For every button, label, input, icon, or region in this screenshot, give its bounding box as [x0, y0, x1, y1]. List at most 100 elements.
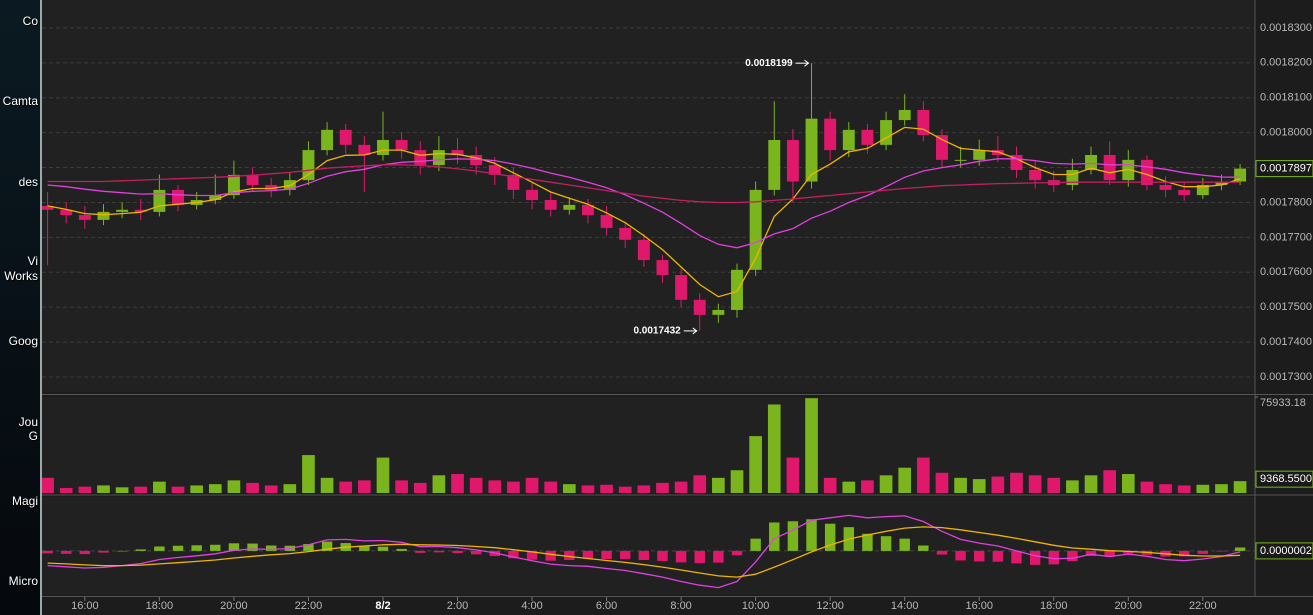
annotation-arrowhead — [692, 327, 698, 335]
macd-histogram-bar — [116, 550, 128, 552]
macd-histogram-bar — [526, 550, 538, 560]
candle-body — [656, 260, 669, 276]
volume-bar — [432, 475, 446, 493]
volume-bar — [376, 457, 390, 493]
macd-histogram-bar — [1123, 550, 1134, 554]
candle-body — [749, 189, 762, 270]
volume-bar — [451, 474, 464, 493]
macd-histogram-bar — [899, 538, 910, 551]
volume-bar — [283, 484, 297, 493]
macd-histogram-bar — [769, 522, 780, 551]
volume-bar — [693, 475, 707, 493]
desktop-icon-label[interactable]: Jou — [18, 415, 38, 429]
macd-histogram-bar — [657, 550, 668, 561]
candle-body — [507, 174, 520, 190]
x-tick-label: 12:00 — [816, 600, 844, 612]
macd-histogram-bar — [396, 548, 407, 551]
desktop-strip: Co Camta des Vi Works Goog Jou G Magi Mi… — [0, 0, 42, 615]
desktop-icon-label[interactable]: Goog — [8, 334, 38, 348]
candle-body — [526, 189, 539, 201]
moving-average-line — [47, 126, 1241, 298]
y-tick-label: 0.0018300 — [1260, 22, 1312, 34]
last-value-label: 0.0017897 — [1260, 163, 1312, 175]
macd-histogram-bar — [564, 550, 575, 560]
volume-bar — [507, 481, 520, 493]
volume-bar — [153, 481, 166, 493]
volume-bar — [134, 486, 148, 493]
candle-body — [731, 269, 743, 310]
volume-bar — [898, 467, 912, 493]
volume-bar — [1121, 474, 1135, 493]
candle-body — [991, 150, 1004, 155]
y-tick-label: 0.0017300 — [1260, 371, 1312, 383]
macd-histogram-bar — [172, 545, 184, 551]
macd-histogram-bar — [470, 550, 482, 555]
desktop-icon-label[interactable]: des — [18, 175, 38, 189]
volume-bar — [115, 487, 129, 493]
macd-histogram-bar — [862, 533, 873, 551]
candle-body — [954, 159, 967, 161]
macd-histogram-bar — [582, 550, 594, 559]
macd-histogram-bar — [452, 550, 463, 554]
volume-bar — [227, 480, 241, 493]
candle-body — [358, 144, 371, 155]
volume-bar — [823, 477, 837, 493]
macd-histogram-bar — [1234, 547, 1246, 551]
volume-bar — [42, 477, 54, 493]
candle-body — [1010, 154, 1023, 170]
macd-histogram-bar — [321, 541, 333, 551]
candle-body — [488, 165, 501, 175]
volume-bar — [97, 485, 110, 493]
y-tick-label: 0.0017700 — [1260, 231, 1312, 243]
volume-bar — [581, 485, 595, 493]
candle-body — [675, 275, 688, 300]
volume-bar — [358, 480, 371, 493]
volume-bar — [1196, 484, 1210, 493]
macd-histogram-bar — [61, 550, 72, 554]
volume-bar — [339, 481, 353, 493]
candle-body — [1085, 154, 1097, 170]
volume-bar — [78, 486, 92, 493]
candle-body — [861, 129, 874, 145]
macd-histogram-bar — [806, 519, 817, 551]
volume-bar — [972, 479, 986, 493]
macd-histogram-bar — [1011, 550, 1022, 564]
desktop-icon-label[interactable]: Camta — [2, 94, 38, 108]
x-tick-label: 16:00 — [71, 600, 99, 612]
macd-histogram-bar — [918, 545, 929, 551]
desktop-icon-label[interactable]: G — [28, 429, 38, 443]
volume-bar — [1215, 484, 1228, 493]
desktop-icon-label[interactable]: Magi — [11, 494, 38, 508]
candle-body — [1159, 185, 1172, 190]
x-tick-label: 14:00 — [891, 600, 919, 612]
x-tick-label: 22:00 — [1189, 600, 1217, 612]
desktop-icon-label[interactable]: Works — [4, 269, 38, 283]
volume-bar — [1047, 477, 1061, 493]
last-value-label: 9368.5500 — [1260, 473, 1312, 485]
candle-body — [172, 189, 184, 205]
macd-histogram-bar — [191, 545, 202, 551]
macd-histogram-bar — [1197, 550, 1209, 554]
x-tick-label: 6:00 — [596, 600, 617, 612]
candle-body — [246, 174, 259, 186]
volume-bar — [954, 477, 967, 493]
volume-bar — [786, 457, 800, 493]
candle-body — [470, 154, 483, 166]
volume-panel — [42, 397, 1255, 493]
desktop-icon-label[interactable]: Co — [22, 14, 38, 28]
candle-body — [451, 150, 464, 155]
macd-histogram-bar — [433, 550, 445, 553]
x-tick-label: 8:00 — [670, 600, 691, 612]
volume-bar — [637, 485, 651, 493]
candle-body — [693, 299, 706, 315]
macd-histogram-bar — [79, 550, 91, 555]
macd-histogram-bar — [210, 544, 221, 551]
macd-histogram-bar — [787, 521, 799, 551]
candle-body — [1234, 168, 1247, 182]
volume-bar — [1028, 475, 1042, 493]
y-tick-label: 0.0017800 — [1260, 196, 1312, 208]
desktop-icon-label[interactable]: Vi — [27, 254, 38, 268]
desktop-icon-label[interactable]: Micro — [8, 574, 38, 588]
candle-body — [917, 109, 930, 136]
candle-body — [1196, 185, 1209, 196]
